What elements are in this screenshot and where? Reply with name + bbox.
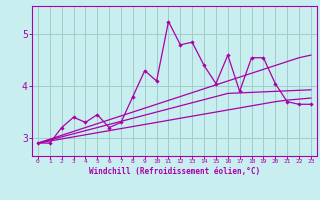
- X-axis label: Windchill (Refroidissement éolien,°C): Windchill (Refroidissement éolien,°C): [89, 167, 260, 176]
